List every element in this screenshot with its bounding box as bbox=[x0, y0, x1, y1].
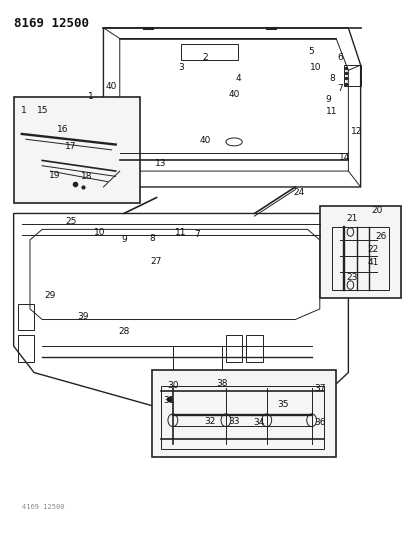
Text: 13: 13 bbox=[155, 159, 166, 167]
Text: 35: 35 bbox=[277, 400, 289, 409]
Bar bbox=[246, 335, 263, 362]
Text: 25: 25 bbox=[65, 217, 76, 226]
Text: 4169 12500: 4169 12500 bbox=[22, 504, 64, 511]
Bar bbox=[173, 346, 222, 373]
Text: 32: 32 bbox=[204, 417, 215, 426]
Text: 2: 2 bbox=[203, 53, 208, 62]
Text: 34: 34 bbox=[253, 418, 264, 427]
Text: 11: 11 bbox=[175, 228, 187, 237]
Bar bbox=[344, 65, 360, 86]
Text: 31: 31 bbox=[163, 396, 175, 405]
Bar bbox=[152, 370, 336, 457]
Text: 3: 3 bbox=[178, 63, 184, 72]
Text: 23: 23 bbox=[347, 272, 358, 281]
Text: 16: 16 bbox=[57, 125, 68, 134]
Text: 38: 38 bbox=[216, 378, 228, 387]
Text: 10: 10 bbox=[310, 63, 321, 72]
Text: 8: 8 bbox=[329, 74, 335, 83]
Text: 17: 17 bbox=[65, 142, 76, 151]
Text: 7: 7 bbox=[337, 84, 343, 93]
Text: 29: 29 bbox=[45, 291, 56, 300]
Text: 8169 12500: 8169 12500 bbox=[14, 17, 89, 30]
Text: 30: 30 bbox=[167, 381, 179, 390]
Text: 11: 11 bbox=[326, 107, 338, 116]
Bar bbox=[18, 304, 34, 330]
Bar bbox=[320, 206, 402, 298]
Text: 4: 4 bbox=[236, 74, 241, 83]
Text: 1: 1 bbox=[21, 106, 27, 115]
Text: 41: 41 bbox=[367, 259, 379, 267]
Text: 10: 10 bbox=[94, 228, 105, 237]
Text: 20: 20 bbox=[371, 206, 383, 215]
Text: 18: 18 bbox=[81, 172, 93, 181]
Text: 40: 40 bbox=[106, 82, 117, 91]
Text: 7: 7 bbox=[194, 230, 200, 239]
Bar bbox=[14, 97, 140, 203]
Text: 19: 19 bbox=[49, 171, 60, 180]
Text: 24: 24 bbox=[294, 188, 305, 197]
Text: 37: 37 bbox=[314, 384, 326, 393]
Text: 14: 14 bbox=[339, 154, 350, 163]
Text: 6: 6 bbox=[337, 53, 343, 62]
Text: 22: 22 bbox=[367, 245, 379, 254]
Text: 5: 5 bbox=[309, 47, 314, 56]
Text: 33: 33 bbox=[229, 417, 240, 426]
Text: 26: 26 bbox=[375, 232, 387, 241]
Text: 9: 9 bbox=[325, 95, 331, 104]
Bar bbox=[161, 386, 324, 449]
Bar bbox=[18, 335, 34, 362]
Text: 1: 1 bbox=[88, 92, 94, 101]
Bar bbox=[332, 227, 389, 290]
Text: 28: 28 bbox=[118, 327, 129, 336]
Text: 36: 36 bbox=[314, 418, 326, 427]
Text: 39: 39 bbox=[77, 312, 89, 321]
Text: 21: 21 bbox=[347, 214, 358, 223]
Bar bbox=[181, 44, 238, 60]
Text: 40: 40 bbox=[200, 136, 211, 146]
Bar bbox=[226, 335, 242, 362]
Text: 15: 15 bbox=[37, 106, 48, 115]
Text: 40: 40 bbox=[229, 90, 240, 99]
Text: 27: 27 bbox=[151, 257, 162, 265]
Text: 9: 9 bbox=[121, 236, 127, 245]
Text: 12: 12 bbox=[351, 127, 362, 136]
Text: 8: 8 bbox=[150, 234, 155, 243]
